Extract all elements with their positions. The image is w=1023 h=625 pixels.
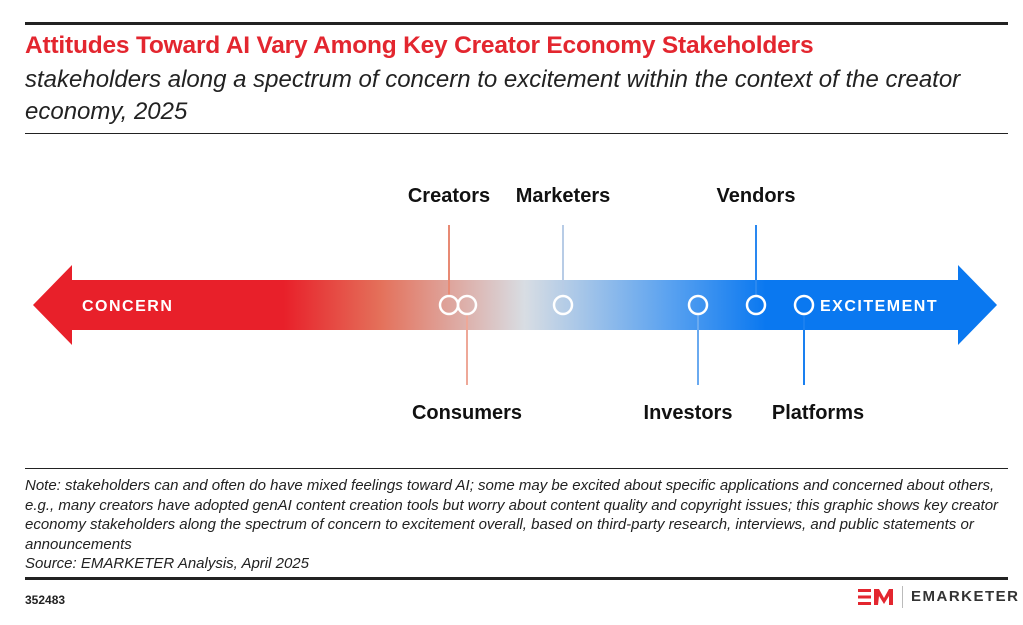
marker-marketers [552,294,574,316]
bottom-rule [25,577,1008,580]
marker-investors [687,294,709,316]
marker-consumers [456,294,478,316]
label-marketers: Marketers [516,185,611,207]
chart-title: Attitudes Toward AI Vary Among Key Creat… [25,32,814,59]
spectrum-diagram: CONCERN EXCITEMENT Creators Consumers Ma… [33,185,997,424]
excitement-label: EXCITEMENT [820,298,938,315]
footnote: Note: stakeholders can and often do have… [25,476,1005,574]
stakeholder-investors: Investors [644,294,733,424]
label-vendors: Vendors [717,185,796,207]
stakeholder-marketers: Marketers [516,185,611,316]
concern-label: CONCERN [82,298,173,315]
marker-vendors [745,294,767,316]
stakeholder-platforms: Platforms [772,294,864,424]
footer-rule [25,468,1008,469]
stakeholder-consumers: Consumers [412,294,522,424]
top-rule [25,22,1008,25]
stakeholder-vendors: Vendors [717,185,796,316]
chart-subtitle: stakeholders along a spectrum of concern… [25,66,961,125]
label-investors: Investors [644,402,733,424]
em-logo-icon [858,589,893,605]
emarketer-logo: EMARKETER [858,586,1020,608]
label-platforms: Platforms [772,402,864,424]
chart-id: 352483 [25,593,66,607]
label-consumers: Consumers [412,402,522,424]
source-text: Source: EMARKETER Analysis, April 2025 [25,555,309,572]
header-rule [25,133,1008,134]
brand-name: EMARKETER [902,586,1020,608]
marker-platforms [793,294,815,316]
label-creators: Creators [408,185,490,207]
note-text: Note: stakeholders can and often do have… [25,477,999,553]
